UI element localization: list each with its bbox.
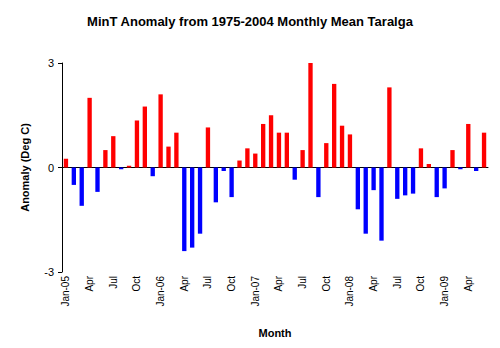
svg-text:Jan-09: Jan-09 — [439, 276, 450, 307]
svg-text:-3: -3 — [44, 266, 54, 278]
svg-text:Jan-08: Jan-08 — [344, 276, 355, 307]
svg-text:Jan-05: Jan-05 — [60, 276, 71, 307]
svg-text:Apr: Apr — [368, 275, 379, 291]
svg-text:Apr: Apr — [84, 275, 95, 291]
svg-text:Apr: Apr — [273, 275, 284, 291]
svg-text:Month: Month — [259, 327, 292, 339]
svg-text:Apr: Apr — [463, 275, 474, 291]
svg-text:Jul: Jul — [297, 276, 308, 289]
svg-text:Oct: Oct — [415, 276, 426, 292]
svg-text:Anomaly (Deg C): Anomaly (Deg C) — [19, 123, 31, 212]
svg-text:Jul: Jul — [202, 276, 213, 289]
svg-text:Oct: Oct — [131, 276, 142, 292]
svg-text:Jan-07: Jan-07 — [250, 276, 261, 307]
svg-text:Jul: Jul — [392, 276, 403, 289]
svg-text:MinT Anomaly from 1975-2004 Mo: MinT Anomaly from 1975-2004 Monthly Mean… — [87, 14, 414, 29]
svg-text:Apr: Apr — [179, 275, 190, 291]
svg-text:Jul: Jul — [108, 276, 119, 289]
svg-text:Oct: Oct — [321, 276, 332, 292]
svg-text:Oct: Oct — [226, 276, 237, 292]
svg-text:0: 0 — [48, 162, 54, 174]
svg-text:3: 3 — [48, 57, 54, 69]
svg-text:Jan-06: Jan-06 — [155, 276, 166, 307]
